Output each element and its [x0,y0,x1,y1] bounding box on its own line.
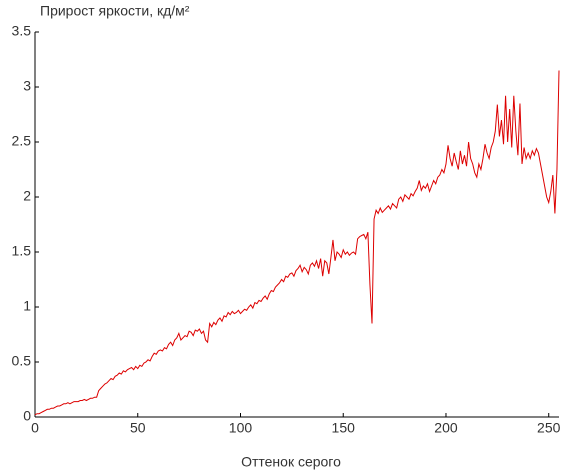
x-tick-label: 150 [332,420,356,436]
x-tick-label: 50 [130,420,146,436]
y-tick-label: 1 [23,298,31,314]
y-tick-label: 0 [23,408,31,424]
x-tick-label: 100 [229,420,253,436]
y-tick-label: 2 [23,188,31,204]
y-tick-label: 1.5 [12,243,32,259]
x-axis-label: Оттенок серого [241,454,341,470]
y-tick-label: 3 [23,78,31,94]
y-tick-label: 2.5 [12,133,32,149]
chart-title: Прирост яркости, кд/м² [40,3,190,19]
x-tick-label: 200 [434,420,458,436]
x-tick-label: 0 [31,420,39,436]
data-line [34,70,560,416]
x-tick-label: 250 [537,420,561,436]
y-tick-label: 0.5 [12,353,32,369]
y-tick-label: 3.5 [12,23,32,39]
